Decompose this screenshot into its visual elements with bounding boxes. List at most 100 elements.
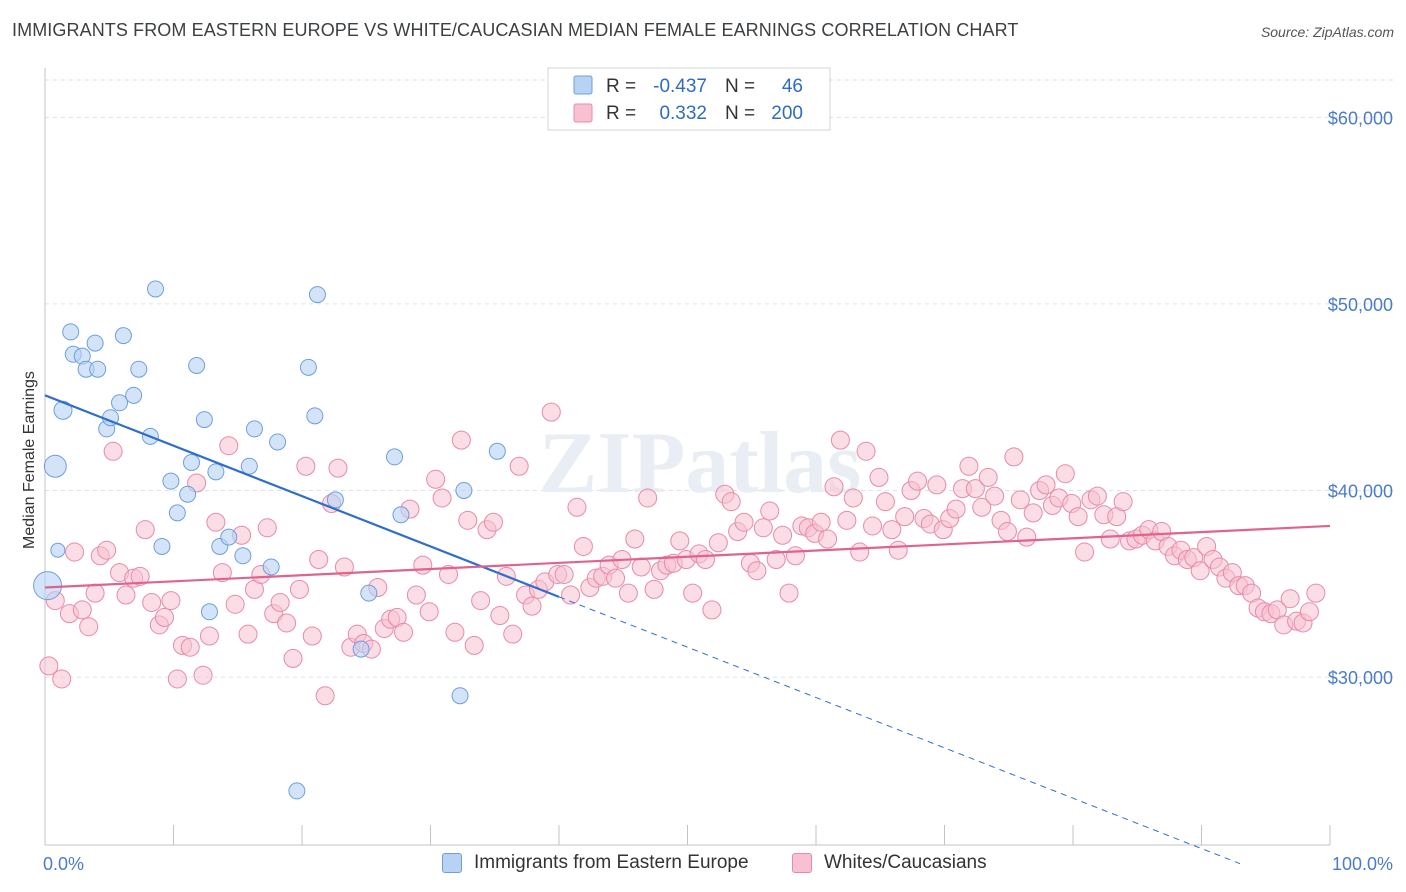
data-point-whites [850, 542, 870, 562]
data-point-whites [567, 497, 587, 517]
series-immigrants-eastern-europe [33, 280, 506, 800]
data-point-whites [302, 626, 322, 646]
data-point-whites [426, 469, 446, 489]
data-point-whites [1306, 583, 1326, 603]
data-point-immigrants [488, 442, 506, 460]
data-point-whites [830, 430, 850, 450]
data-point-immigrants [352, 640, 370, 658]
trend-line-immigrants [44, 394, 560, 598]
data-point-whites [309, 550, 329, 570]
data-point-whites [1280, 589, 1300, 609]
data-point-whites [895, 507, 915, 527]
data-point-whites [837, 510, 857, 530]
data-point-whites [824, 477, 844, 497]
data-point-whites [747, 561, 767, 581]
y-axis-ticks: $30,000 $40,000 $50,000 $60,000 [1328, 108, 1393, 688]
data-point-immigrants [299, 358, 317, 376]
legend-n-label-2: N = [725, 103, 755, 124]
y-axis-label: Median Female Earnings [21, 371, 38, 549]
data-point-whites [856, 441, 876, 461]
data-point-whites [638, 488, 658, 508]
data-point-whites [734, 512, 754, 532]
source-credit: Source: ZipAtlas.com [1260, 24, 1394, 40]
data-point-whites [219, 436, 239, 456]
data-point-whites [413, 555, 433, 575]
data-point-whites [978, 467, 998, 487]
data-point-immigrants [386, 448, 404, 466]
data-point-whites [289, 579, 309, 599]
data-point-immigrants [130, 360, 148, 378]
data-point-whites [161, 591, 181, 611]
data-point-whites [1036, 475, 1056, 495]
data-point-whites [1055, 464, 1075, 484]
data-point-whites [946, 499, 966, 519]
data-point-whites [199, 626, 219, 646]
data-point-whites [760, 501, 780, 521]
data-point-immigrants [43, 454, 67, 478]
data-point-whites [130, 566, 150, 586]
data-point-whites [1004, 447, 1024, 467]
data-point-whites [471, 591, 491, 611]
data-point-whites [394, 622, 414, 642]
data-point-immigrants [179, 485, 197, 503]
legend-swatch-whites [792, 853, 812, 873]
data-point-immigrants [308, 286, 326, 304]
data-point-immigrants [288, 782, 306, 800]
data-point-immigrants [326, 491, 344, 509]
data-point-whites [818, 529, 838, 549]
legend-swatch-blue [573, 75, 593, 95]
data-point-immigrants [147, 280, 165, 298]
data-point-whites [554, 564, 574, 584]
data-point-whites [270, 592, 290, 612]
data-point-whites [644, 579, 664, 599]
data-point-whites [509, 456, 529, 476]
data-point-whites [522, 596, 542, 616]
trend-lines [44, 394, 1331, 865]
x-axis: 0.0% 100.0% [43, 68, 1393, 874]
data-point-immigrants [245, 420, 263, 438]
data-point-whites [451, 430, 471, 450]
trend-line-whites [44, 524, 1331, 589]
data-point-whites [1299, 602, 1319, 622]
data-point-immigrants [451, 687, 469, 705]
data-point-whites [458, 510, 478, 530]
data-point-whites [606, 568, 626, 588]
data-point-whites [959, 456, 979, 476]
legend-swatch-immigrants [442, 853, 462, 873]
data-point-whites [773, 525, 793, 545]
legend-swatch-pink [573, 103, 593, 123]
data-point-immigrants [86, 334, 104, 352]
data-point-whites [561, 585, 581, 605]
data-point-whites [72, 600, 92, 620]
data-point-whites [985, 486, 1005, 506]
legend-item-immigrants: Immigrants from Eastern Europe [442, 852, 749, 874]
legend-n-value-1: 46 [782, 76, 803, 97]
data-point-whites [908, 471, 928, 491]
data-point-whites [1100, 529, 1120, 549]
data-point-whites [79, 617, 99, 637]
data-point-immigrants [50, 542, 66, 558]
data-point-whites [438, 564, 458, 584]
data-point-whites [65, 542, 85, 562]
legend-r-value-2: 0.332 [659, 103, 707, 124]
data-point-whites [695, 550, 715, 570]
data-point-immigrants [153, 537, 171, 555]
data-point-whites [238, 624, 258, 644]
legend-r-value-1: -0.437 [653, 76, 707, 97]
data-point-whites [869, 467, 889, 487]
legend-item-whites: Whites/Caucasians [792, 852, 987, 874]
data-point-whites [167, 669, 187, 689]
data-point-whites [193, 665, 213, 685]
data-point-immigrants [220, 528, 238, 546]
data-point-whites [541, 402, 561, 422]
data-point-immigrants [240, 457, 258, 475]
data-point-whites [1023, 503, 1043, 523]
legend-n-value-2: 200 [771, 103, 803, 124]
data-point-whites [206, 512, 226, 532]
x-tick-label-start: 0.0% [43, 854, 84, 874]
data-point-whites [1017, 527, 1037, 547]
chart-title: IMMIGRANTS FROM EASTERN EUROPE VS WHITE/… [12, 20, 1019, 40]
data-point-whites [445, 622, 465, 642]
data-point-whites [490, 606, 510, 625]
data-point-immigrants [182, 454, 200, 471]
